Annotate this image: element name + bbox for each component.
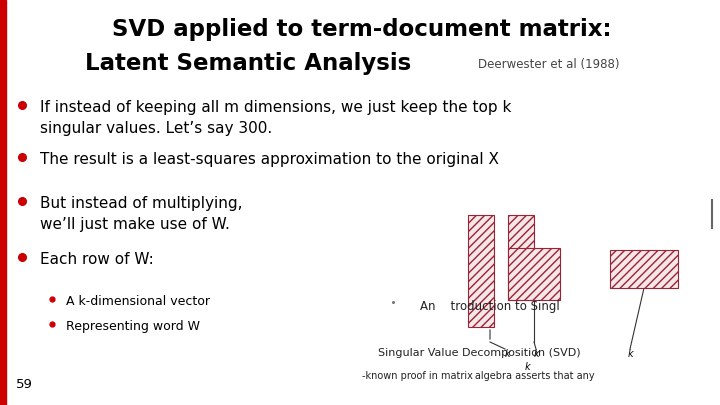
Text: Each row of W:: Each row of W:: [40, 252, 154, 267]
Text: Representing word W: Representing word W: [66, 320, 200, 333]
Bar: [0, 0, 6, 405]
Text: Deerwester et al (1988): Deerwester et al (1988): [478, 58, 619, 71]
Text: Latent Semantic Analysis: Latent Semantic Analysis: [85, 52, 411, 75]
Text: But instead of multiplying,
we’ll just make use of W.: But instead of multiplying, we’ll just m…: [40, 196, 243, 232]
Text: If instead of keeping all m dimensions, we just keep the top k
singular values. : If instead of keeping all m dimensions, …: [40, 100, 511, 136]
Bar: [508, 248, 560, 300]
Text: The result is a least-squares approximation to the original X: The result is a least-squares approximat…: [40, 152, 499, 167]
Bar: [468, 215, 494, 327]
Text: An    troduction to Singl: An troduction to Singl: [420, 300, 559, 313]
Text: k: k: [524, 362, 530, 372]
Text: -known proof in matrix algebra asserts that any: -known proof in matrix algebra asserts t…: [362, 371, 595, 381]
Text: 59: 59: [16, 378, 33, 391]
Text: A k-dimensional vector: A k-dimensional vector: [66, 295, 210, 308]
Text: k: k: [505, 349, 510, 359]
Text: Singular Value Decomposition (SVD): Singular Value Decomposition (SVD): [378, 348, 580, 358]
Text: SVD applied to term-document matrix:: SVD applied to term-document matrix:: [112, 18, 612, 41]
Bar: [610, 250, 678, 288]
Text: k: k: [534, 349, 539, 359]
Bar: [508, 215, 534, 300]
Text: k: k: [628, 349, 634, 359]
